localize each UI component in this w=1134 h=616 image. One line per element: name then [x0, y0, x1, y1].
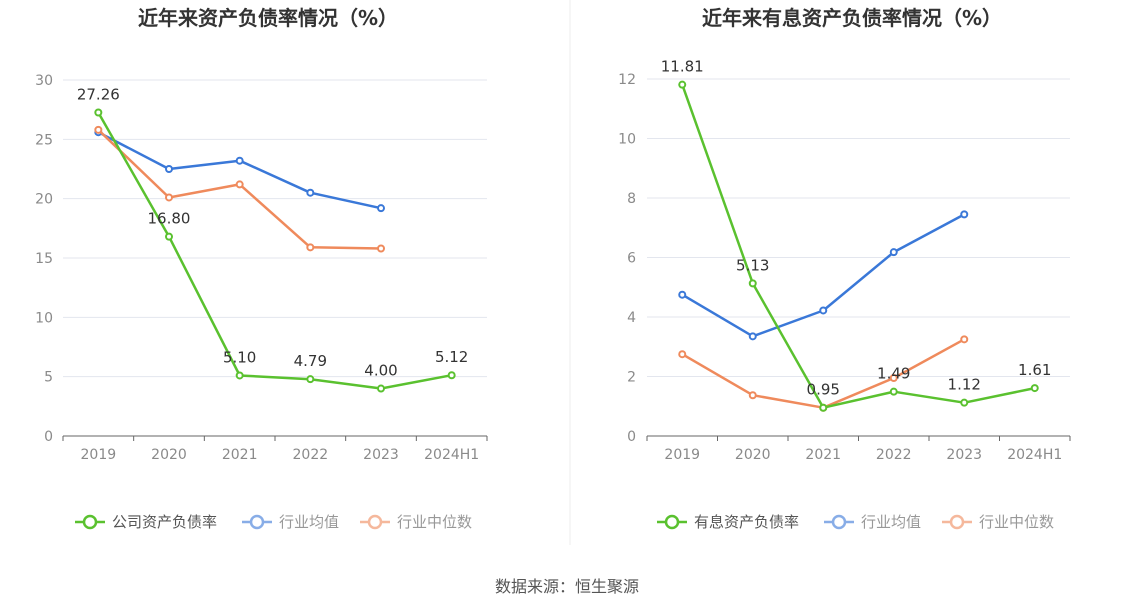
data-point-avg — [377, 204, 385, 213]
data-label: 5.10 — [223, 348, 256, 366]
legend-label: 行业均值 — [861, 513, 921, 531]
legend-swatch-marker — [949, 514, 965, 530]
data-point-avg — [306, 188, 315, 197]
x-tick-label: 2020 — [735, 447, 771, 463]
x-tick-label: 2020 — [151, 447, 187, 463]
data-point-company — [819, 403, 828, 412]
data-point-avg — [235, 156, 244, 165]
data-point-median — [960, 335, 969, 344]
data-point-company — [165, 232, 173, 241]
data-point-company — [94, 108, 103, 117]
data-point-company — [377, 384, 385, 393]
x-tick-label: 2022 — [876, 447, 912, 463]
legend-swatch-marker — [831, 514, 847, 530]
data-point-median — [94, 125, 103, 134]
data-label: 5.13 — [736, 256, 769, 274]
chart-left-debt-ratio: 近年来资产负债率情况（%） 0 5 10 15 20 25 30 2019 2020 2021 20… — [35, 6, 488, 531]
x-tick-label: 2023 — [363, 447, 399, 463]
data-point-avg — [678, 290, 687, 299]
data-point-median — [748, 391, 757, 400]
data-source-note: 数据来源：恒生聚源 — [495, 577, 639, 596]
legend-item-median: 行业中位数 — [360, 513, 472, 531]
data-label: 11.81 — [661, 58, 704, 76]
legend-item-median: 行业中位数 — [942, 513, 1054, 531]
data-label: 5.12 — [435, 348, 468, 366]
x-tick-label: 2019 — [81, 447, 117, 463]
data-point-median — [165, 193, 173, 202]
legend-swatch-marker — [664, 514, 680, 530]
series-line-company — [97, 111, 452, 390]
legend-item-avg: 行业均值 — [824, 513, 921, 531]
data-label: 16.80 — [148, 210, 191, 228]
y-tick-label: 0 — [44, 429, 53, 445]
legend-swatch-marker — [367, 514, 383, 530]
data-label: 0.95 — [807, 381, 840, 399]
y-tick-label: 20 — [35, 192, 53, 208]
data-point-company — [960, 398, 969, 407]
data-point-avg — [748, 332, 757, 341]
x-tick-label: 2024H1 — [424, 447, 479, 463]
y-tick-label: 2 — [627, 370, 636, 386]
data-point-company — [748, 279, 757, 288]
y-tick-label: 0 — [627, 429, 636, 445]
y-tick-label: 12 — [618, 72, 636, 88]
chart-title: 近年来资产负债率情况（%） — [138, 6, 398, 30]
legend-label: 公司资产负债率 — [112, 513, 217, 531]
data-label: 1.49 — [877, 365, 910, 383]
data-point-avg — [165, 165, 173, 173]
legend-label: 行业中位数 — [397, 513, 472, 531]
chart-right-interest-bearing-debt-ratio: 近年来有息资产负债率情况（%） 0 2 4 6 8 10 12 2019 2020 2021 202… — [618, 6, 1071, 531]
legend-label: 行业均值 — [279, 513, 339, 531]
legend-label: 有息资产负债率 — [694, 513, 799, 531]
x-tick-label: 2024H1 — [1007, 447, 1062, 463]
data-point-median — [889, 373, 898, 382]
data-point-median — [377, 244, 385, 253]
y-tick-label: 5 — [44, 370, 53, 386]
x-tick-label: 2019 — [664, 447, 700, 463]
data-label: 1.12 — [948, 376, 981, 394]
data-point-median — [678, 350, 687, 359]
series-line-avg — [681, 213, 965, 338]
legend-swatch-marker — [82, 514, 98, 530]
legend-item-company: 公司资产负债率 — [75, 513, 217, 531]
y-tick-label: 4 — [627, 310, 636, 326]
data-point-avg — [960, 210, 969, 219]
x-tick-label: 2022 — [293, 447, 329, 463]
data-label: 4.79 — [294, 352, 327, 370]
data-point-median — [306, 243, 315, 252]
legend-item-avg: 行业均值 — [242, 513, 339, 531]
data-point-company — [1030, 384, 1039, 393]
y-tick-label: 10 — [35, 310, 53, 326]
data-label: 1.61 — [1018, 361, 1051, 379]
data-point-company — [235, 371, 244, 380]
series-line-company — [681, 84, 1036, 409]
data-label: 4.00 — [364, 362, 397, 380]
y-tick-label: 25 — [35, 132, 53, 148]
y-tick-label: 10 — [618, 132, 636, 148]
data-point-avg — [819, 306, 828, 315]
x-tick-label: 2021 — [222, 447, 258, 463]
data-point-avg — [889, 248, 898, 257]
x-tick-label: 2021 — [805, 447, 841, 463]
legend-item-company: 有息资产负债率 — [657, 513, 799, 531]
data-point-company — [447, 371, 456, 380]
data-point-median — [235, 180, 244, 189]
data-point-company — [678, 80, 687, 89]
chart-title: 近年来有息资产负债率情况（%） — [702, 6, 1002, 30]
y-tick-label: 15 — [35, 251, 53, 267]
y-tick-label: 8 — [627, 191, 636, 207]
data-point-company — [889, 387, 898, 396]
x-tick-label: 2023 — [946, 447, 982, 463]
data-label: 27.26 — [77, 86, 120, 104]
data-point-company — [306, 375, 315, 384]
y-tick-label: 6 — [627, 251, 636, 267]
legend-swatch-marker — [249, 514, 265, 530]
y-tick-label: 30 — [35, 73, 53, 89]
legend-label: 行业中位数 — [979, 513, 1054, 531]
